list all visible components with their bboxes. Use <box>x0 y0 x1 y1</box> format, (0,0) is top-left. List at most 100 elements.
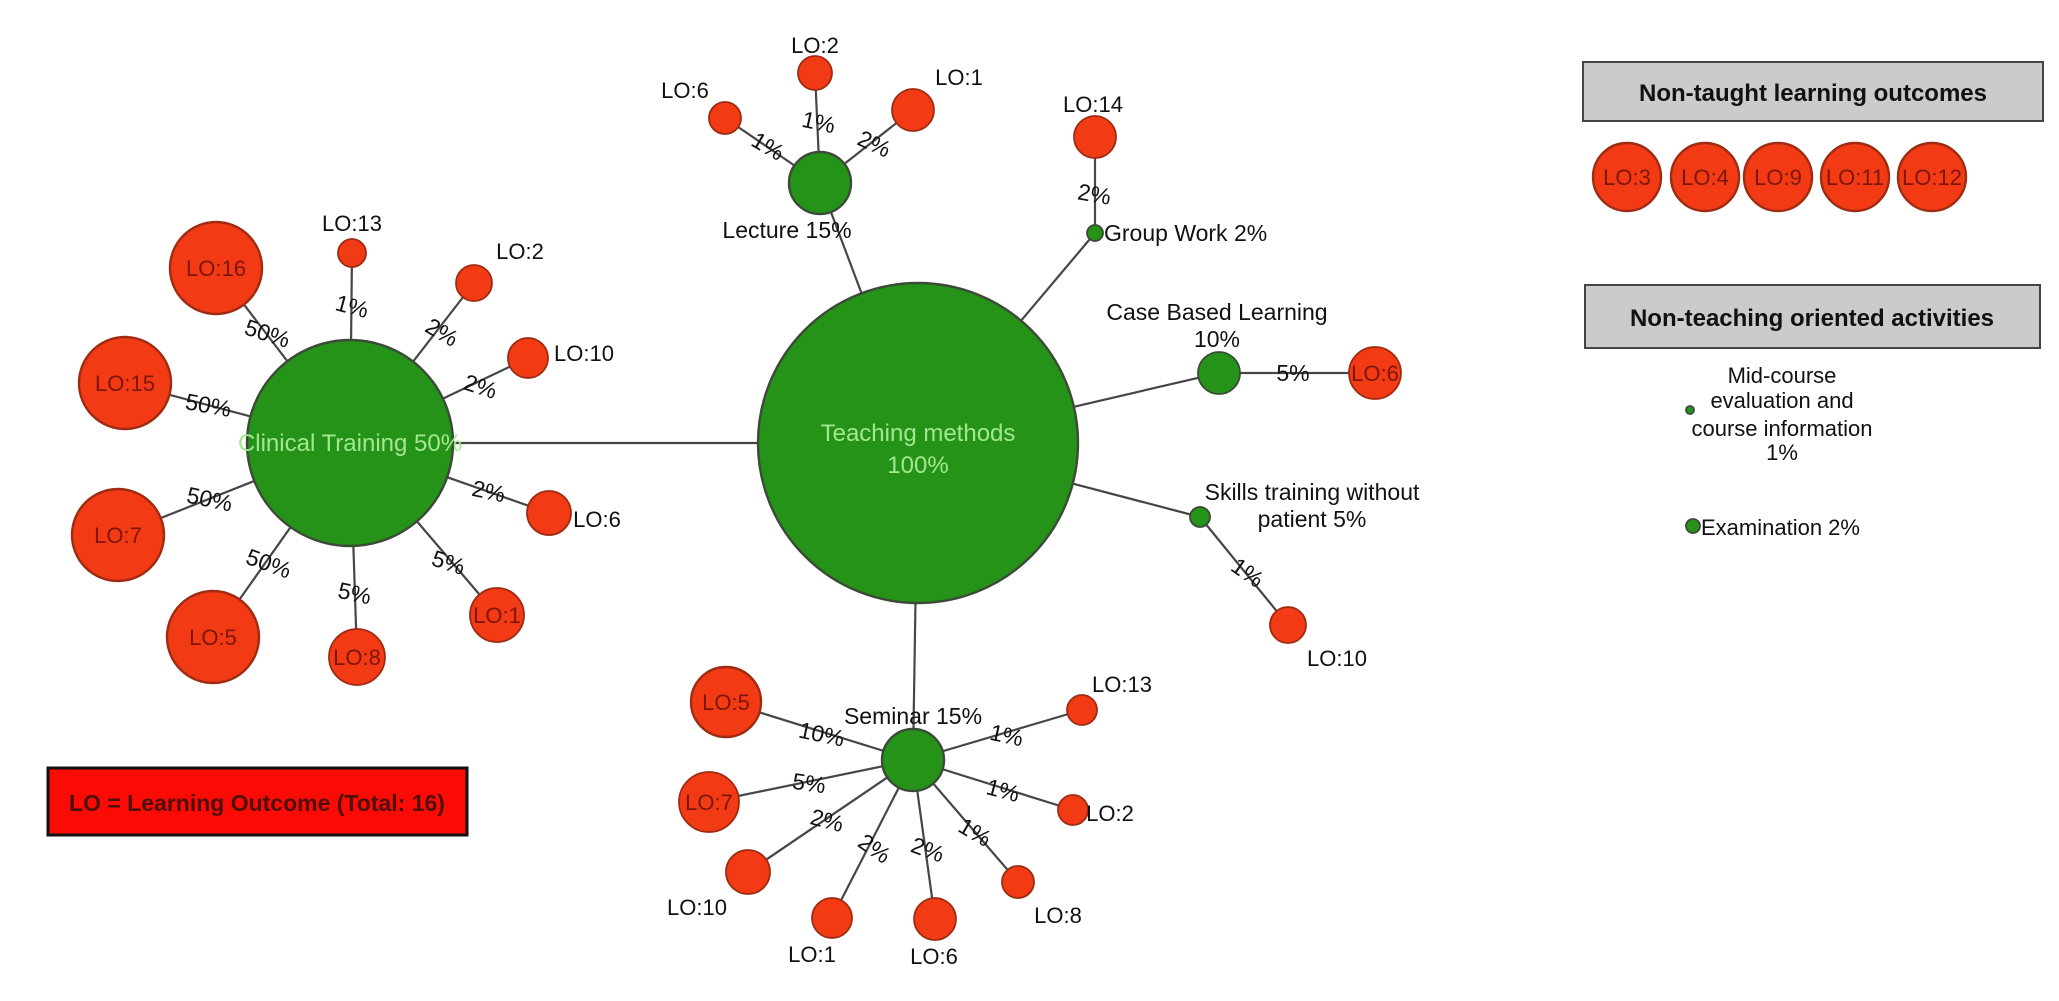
node-midcourse-dot <box>1685 405 1695 415</box>
clinical-label: Clinical Training 50% <box>238 430 462 457</box>
node-groupwork <box>1086 224 1104 242</box>
se-lo8-label: LO:8 <box>1034 903 1082 928</box>
node-l-lo2 <box>797 55 833 91</box>
node-se-lo7 <box>678 771 740 833</box>
c-lo5-label: LO:5 <box>189 625 237 650</box>
l-lo6-label: LO:6 <box>661 78 709 103</box>
node-c-lo5 <box>165 589 261 685</box>
node-se-lo6 <box>913 897 957 941</box>
node-c-lo16 <box>168 220 264 316</box>
skills-label-2: patient 5% <box>1258 506 1367 532</box>
node-c-lo13 <box>337 238 367 268</box>
c-lo1-label: LO:1 <box>473 603 521 628</box>
edge-label-lecture-l-lo2: 1% <box>800 106 838 138</box>
node-s-lo10 <box>1269 606 1307 644</box>
l-lo2-label: LO:2 <box>791 33 839 58</box>
se-lo2-label: LO:2 <box>1086 801 1134 826</box>
edge-label-lecture-l-lo1: 2% <box>854 125 895 163</box>
se-lo5-label: LO:5 <box>702 690 750 715</box>
edge-seminar-se-lo10 <box>747 759 914 873</box>
box-label-non-teaching-header: Non-teaching oriented activities <box>1630 305 1994 332</box>
node-se-lo2 <box>1057 794 1089 826</box>
nt-lo11-label: LO:11 <box>1826 165 1884 190</box>
cbl-label-1: Case Based Learning <box>1106 299 1327 325</box>
node-se-lo10 <box>725 849 771 895</box>
node-c-lo1 <box>469 587 525 643</box>
edge-label-clinical-c-lo15: 50% <box>183 388 233 422</box>
box-non-taught-header <box>1582 61 2044 122</box>
node-se-lo13 <box>1066 694 1098 726</box>
edge-label-seminar-se-lo5: 10% <box>796 717 846 752</box>
edge-label-groupwork-g-lo14: 2% <box>1076 178 1113 209</box>
edge-label-seminar-se-lo8: 1% <box>954 813 996 852</box>
box-non-teaching-header <box>1584 284 2041 349</box>
c-lo15-label: LO:15 <box>95 371 155 396</box>
c-lo2-label: LO:2 <box>496 239 544 264</box>
s-lo10-label: LO:10 <box>1307 646 1367 671</box>
edge-label-clinical-c-lo5: 50% <box>243 543 295 583</box>
node-nt-lo9 <box>1742 141 1814 213</box>
node-skills <box>1189 506 1211 528</box>
box-label-non-taught-header: Non-taught learning outcomes <box>1639 80 1987 107</box>
node-cbl <box>1197 351 1241 395</box>
node-l-lo1 <box>891 88 935 132</box>
edge-label-seminar-se-lo7: 5% <box>791 768 828 798</box>
node-se-lo8 <box>1001 865 1035 899</box>
nt-lo3-label: LO:3 <box>1603 165 1651 190</box>
edge-label-seminar-se-lo6: 2% <box>908 832 948 868</box>
edge-label-seminar-se-lo13: 1% <box>988 719 1026 751</box>
node-clinical <box>245 338 455 548</box>
lecture-label: Lecture 15% <box>722 217 851 243</box>
node-seminar <box>880 727 946 793</box>
node-se-lo5 <box>689 665 763 739</box>
c-lo13-label: LO:13 <box>322 211 382 236</box>
edge-label-clinical-c-lo13: 1% <box>333 289 372 323</box>
node-lecture <box>787 150 853 216</box>
se-lo7-label: LO:7 <box>685 790 733 815</box>
examination-label: Examination 2% <box>1701 515 1860 540</box>
skills-label-1: Skills training without <box>1205 479 1420 505</box>
node-exam-dot <box>1685 518 1701 534</box>
node-se-lo1 <box>811 897 853 939</box>
node-c-lo6 <box>526 490 572 536</box>
node-c-lo2 <box>455 264 493 302</box>
edge-skills-s-lo10 <box>1199 516 1289 626</box>
edge-label-clinical-c-lo6: 2% <box>470 475 508 507</box>
teaching-label-2: 100% <box>887 452 948 479</box>
g-lo14-label: LO:14 <box>1063 92 1123 117</box>
seminar-label: Seminar 15% <box>844 703 982 729</box>
node-nt-lo11 <box>1819 141 1891 213</box>
node-c-lo15 <box>77 335 173 431</box>
midcourse-line-2: evaluation and <box>1710 388 1853 413</box>
nt-lo9-label: LO:9 <box>1754 165 1802 190</box>
cb-lo6-label: LO:6 <box>1351 361 1399 386</box>
node-nt-lo4 <box>1669 141 1741 213</box>
teaching-label-1: Teaching methods <box>821 420 1016 447</box>
box-label-legend-note: LO = Learning Outcome (Total: 16) <box>69 790 445 816</box>
node-nt-lo3 <box>1591 141 1663 213</box>
groupwork-label: Group Work 2% <box>1104 220 1267 246</box>
nt-lo4-label: LO:4 <box>1681 165 1729 190</box>
se-lo13-label: LO:13 <box>1092 672 1152 697</box>
box-legend-note <box>46 766 469 837</box>
edge-seminar-se-lo7 <box>708 758 914 804</box>
edge-label-clinical-c-lo7: 50% <box>184 482 234 517</box>
node-c-lo10 <box>507 337 549 379</box>
se-lo1-label: LO:1 <box>788 942 836 967</box>
node-l-lo6 <box>708 101 742 135</box>
edge-label-seminar-se-lo2: 1% <box>984 773 1023 807</box>
node-c-lo7 <box>70 487 166 583</box>
c-lo16-label: LO:16 <box>186 256 246 281</box>
l-lo1-label: LO:1 <box>935 65 983 90</box>
midcourse-line-4: 1% <box>1766 440 1798 465</box>
midcourse-line-3: course information <box>1692 416 1873 441</box>
se-lo6-label: LO:6 <box>910 944 958 969</box>
c-lo6-label: LO:6 <box>573 507 621 532</box>
c-lo10-label: LO:10 <box>554 341 614 366</box>
node-teaching <box>756 281 1080 605</box>
edge-label-clinical-c-lo16: 50% <box>242 314 294 353</box>
edge-label-clinical-c-lo2: 2% <box>421 313 463 352</box>
node-cb-lo6 <box>1348 346 1402 400</box>
